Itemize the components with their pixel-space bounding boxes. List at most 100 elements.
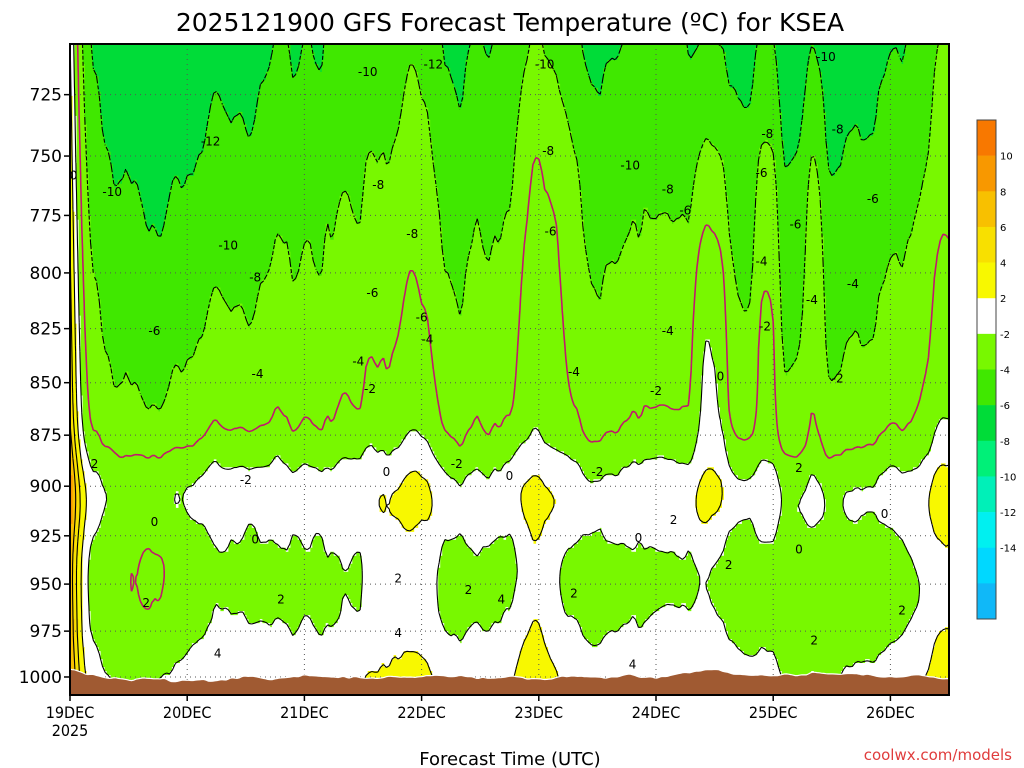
contour-label-26: -2 [451, 457, 463, 471]
contour-label-58: -6 [867, 192, 879, 206]
colorbar-swatch-5 [977, 298, 996, 335]
colorbar-swatch-3 [977, 226, 996, 263]
colorbar: 10 8 6 4 2 -2 -4 -6 -8 -10 -12 -14 [976, 119, 1016, 620]
contour-label-44: 0 [717, 369, 725, 383]
x-tick-label-4: 23DEC [515, 703, 564, 722]
contour-label-11: -2 [240, 473, 252, 487]
contour-label-8: 4 [214, 646, 222, 660]
contour-label-49: -2 [759, 319, 771, 333]
y-tick-label-1000: 1000 [19, 668, 62, 688]
x-tick-label-2: 21DEC [280, 703, 329, 722]
contour-label-3: 2 [142, 596, 150, 610]
contour-label-33: 2 [570, 587, 578, 601]
y-tick-label-725: 725 [30, 86, 62, 106]
contour-label-19: -8 [372, 178, 384, 192]
y-tick-label-875: 875 [30, 426, 62, 446]
y-tick-label-750: 750 [30, 147, 62, 167]
contour-label-31: -8 [542, 144, 554, 158]
contour-label-27: 2 [465, 583, 473, 597]
x-tick-sublabel-0: 2025 [52, 721, 89, 740]
x-tick-label-0: 19DEC [46, 703, 95, 722]
colorbar-label-0: 10 [1000, 152, 1013, 163]
contour-label-4: -6 [148, 324, 160, 338]
contour-label-41: -4 [662, 324, 674, 338]
contour-labels: 0 2 -10 2 -6 0 -12 -10 4 -8 -4 -2 0 2 -10 -6 -4 -2 0 -8 2 4 -1… [70, 50, 906, 671]
contour-label-18: 0 [383, 465, 391, 479]
contour-label-37: 4 [629, 657, 637, 671]
contour-label-51: 2 [795, 461, 803, 475]
colorbar-swatch-12 [977, 547, 996, 584]
colorbar-swatch-13 [977, 583, 996, 620]
contour-label-56: -2 [832, 371, 844, 385]
contour-label-43: 2 [670, 513, 678, 527]
colorbar-swatch-9 [977, 440, 996, 477]
y-tick-label-950: 950 [30, 575, 62, 595]
contour-label-22: -12 [424, 57, 444, 71]
x-axis-title: Forecast Time (UTC) [419, 749, 600, 768]
colorbar-label-4: 2 [1000, 294, 1006, 305]
colorbar-label-1: 8 [1000, 187, 1006, 198]
isotherms [70, 44, 949, 695]
y-tick-label-825: 825 [30, 320, 62, 340]
contour-label-36: 0 [635, 531, 643, 545]
colorbar-label-10: -12 [1000, 508, 1016, 519]
colorbar-swatch-11 [977, 512, 996, 549]
band-7 [74, 44, 949, 692]
contour-label-25: -4 [421, 333, 433, 347]
contour-label-59: -4 [847, 277, 859, 291]
contour-label-39: -8 [662, 183, 674, 197]
contour-label-13: 2 [277, 592, 285, 606]
isotherm--2 [81, 44, 939, 410]
contour-label-23: -8 [406, 227, 418, 241]
plot-area: 0 2 -10 2 -6 0 -12 -10 4 -8 -4 -2 0 2 -10 -6 -4 -2 0 -8 2 4 -1… [70, 44, 949, 695]
y-tick-label-975: 975 [30, 622, 62, 642]
colorbar-label-9: -10 [1000, 472, 1016, 483]
contour-label-5: 0 [151, 515, 159, 529]
contour-label-6: -12 [201, 134, 221, 148]
colorbar-swatch-7 [977, 369, 996, 406]
contour-label-20: 2 [394, 571, 402, 585]
contour-label-2: -10 [102, 185, 122, 199]
contour-label-38: -10 [620, 159, 640, 173]
contour-label-0: 0 [70, 168, 78, 182]
colorbar-frame [976, 119, 997, 620]
band-11 [70, 435, 77, 695]
x-tick-label-3: 22DEC [397, 703, 446, 722]
colorbar-label-6: -4 [1000, 366, 1010, 377]
contour-label-32: -6 [545, 225, 557, 239]
contour-label-57: -10 [816, 50, 836, 64]
contour-label-9: -8 [249, 270, 261, 284]
colorbar-swatch-1 [977, 155, 996, 192]
contour-label-48: -4 [755, 255, 767, 269]
contour-label-21: 4 [394, 626, 402, 640]
contour-label-42: -2 [650, 384, 662, 398]
contour-label-61: 2 [898, 604, 906, 618]
contour-label-1: 2 [91, 457, 99, 471]
x-tick-label-7: 26DEC [866, 703, 915, 722]
colorbar-label-7: -6 [1000, 401, 1010, 412]
contour-label-35: -2 [591, 465, 603, 479]
contour-label-40: -6 [679, 204, 691, 218]
isotherm-2 [73, 44, 949, 691]
colorbar-swatch-2 [977, 191, 996, 228]
colorbar-label-3: 4 [1000, 259, 1006, 270]
y-tick-label-925: 925 [30, 527, 62, 547]
contour-label-46: -8 [761, 127, 773, 141]
contour-label-7: -10 [218, 239, 238, 253]
contour-label-47: -6 [755, 166, 767, 180]
colorbar-swatch-8 [977, 405, 996, 442]
x-tick-label-5: 24DEC [632, 703, 681, 722]
contour-label-24: -6 [416, 311, 428, 325]
contour-label-45: 2 [725, 558, 733, 572]
y-tick-label-775: 775 [30, 206, 62, 226]
colorbar-swatch-4 [977, 262, 996, 299]
contour-label-54: -4 [806, 293, 818, 307]
grid-lines [70, 44, 949, 695]
plot-frame [69, 43, 950, 696]
contour-label-30: -10 [535, 57, 555, 71]
contour-label-16: -4 [352, 354, 364, 368]
credit-text: coolwx.com/models [864, 746, 1012, 764]
isotherm--4 [90, 44, 907, 237]
contour-label-53: 2 [810, 633, 818, 647]
